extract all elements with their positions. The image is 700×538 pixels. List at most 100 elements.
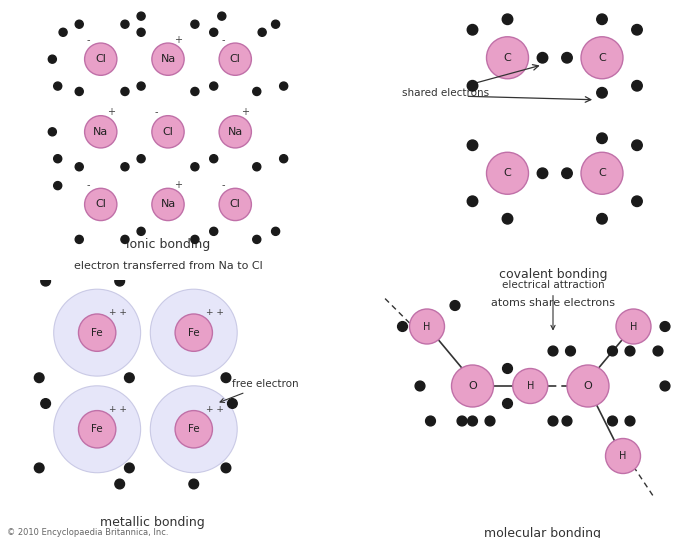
Text: shared electrons: shared electrons [402, 88, 489, 98]
Text: -: - [87, 180, 90, 190]
Circle shape [85, 43, 117, 75]
Circle shape [566, 346, 575, 356]
Text: -: - [154, 108, 158, 117]
Text: Na: Na [160, 200, 176, 209]
Circle shape [486, 152, 528, 194]
Text: + +: + + [109, 308, 127, 317]
Circle shape [75, 162, 83, 171]
Circle shape [548, 346, 558, 356]
Circle shape [272, 227, 279, 236]
Text: H: H [620, 451, 626, 461]
Text: + +: + + [206, 405, 223, 414]
Circle shape [457, 416, 467, 426]
Circle shape [596, 88, 608, 98]
Circle shape [567, 365, 609, 407]
Circle shape [210, 28, 218, 37]
Circle shape [54, 182, 62, 190]
Circle shape [253, 162, 261, 171]
Text: -: - [221, 180, 225, 190]
Circle shape [548, 416, 558, 426]
Circle shape [512, 369, 547, 404]
Circle shape [415, 381, 425, 391]
Circle shape [631, 140, 643, 151]
Circle shape [218, 12, 226, 20]
Text: covalent bonding: covalent bonding [498, 268, 608, 281]
Circle shape [660, 381, 670, 391]
Text: +: + [174, 180, 182, 190]
Text: O: O [468, 381, 477, 391]
Circle shape [75, 235, 83, 243]
Text: +: + [241, 108, 249, 117]
Circle shape [85, 116, 117, 148]
Circle shape [660, 322, 670, 331]
Circle shape [54, 289, 141, 376]
Text: Fe: Fe [188, 328, 200, 338]
Circle shape [54, 386, 141, 473]
Text: Cl: Cl [230, 200, 241, 209]
Circle shape [485, 416, 495, 426]
Circle shape [48, 55, 57, 63]
Circle shape [450, 301, 460, 310]
Circle shape [54, 82, 62, 90]
Circle shape [468, 196, 477, 207]
Circle shape [631, 81, 643, 91]
Circle shape [538, 168, 547, 179]
Text: + +: + + [109, 405, 127, 414]
Circle shape [85, 188, 117, 221]
Circle shape [137, 12, 145, 20]
Text: + +: + + [206, 308, 223, 317]
Text: +: + [107, 108, 115, 117]
Circle shape [503, 364, 512, 373]
Circle shape [75, 20, 83, 29]
Text: Na: Na [228, 127, 243, 137]
Text: C: C [503, 53, 512, 63]
Circle shape [121, 20, 129, 29]
Circle shape [121, 87, 129, 96]
Text: C: C [503, 168, 512, 178]
Circle shape [625, 346, 635, 356]
Circle shape [121, 235, 129, 243]
Circle shape [137, 28, 145, 37]
Circle shape [279, 155, 288, 162]
Text: metallic bonding: metallic bonding [99, 516, 204, 529]
Circle shape [137, 155, 145, 162]
Circle shape [75, 87, 83, 96]
Text: O: O [584, 381, 592, 391]
Circle shape [468, 25, 477, 35]
Circle shape [210, 227, 218, 236]
Circle shape [175, 410, 212, 448]
Circle shape [581, 37, 623, 79]
Circle shape [631, 25, 643, 35]
Circle shape [486, 37, 528, 79]
Circle shape [561, 168, 573, 179]
Circle shape [503, 399, 512, 408]
Circle shape [34, 463, 44, 473]
Circle shape [175, 314, 212, 351]
Circle shape [625, 416, 635, 426]
Circle shape [115, 479, 125, 489]
Circle shape [221, 373, 231, 383]
Circle shape [596, 14, 608, 25]
Circle shape [410, 309, 444, 344]
Text: Fe: Fe [91, 424, 103, 434]
Text: -: - [221, 35, 225, 45]
Text: Cl: Cl [95, 200, 106, 209]
Circle shape [54, 155, 62, 162]
Circle shape [137, 227, 145, 236]
Circle shape [210, 82, 218, 90]
Circle shape [561, 53, 573, 63]
Circle shape [34, 373, 44, 383]
Circle shape [125, 373, 134, 383]
Circle shape [219, 43, 251, 75]
Text: Cl: Cl [230, 54, 241, 64]
Circle shape [503, 14, 512, 25]
Circle shape [78, 314, 116, 351]
Circle shape [426, 416, 435, 426]
Circle shape [121, 162, 129, 171]
Text: © 2010 Encyclopaedia Britannica, Inc.: © 2010 Encyclopaedia Britannica, Inc. [7, 528, 169, 537]
Circle shape [606, 438, 640, 473]
Circle shape [191, 235, 199, 243]
Text: Fe: Fe [188, 424, 200, 434]
Circle shape [616, 309, 651, 344]
Circle shape [398, 322, 407, 331]
